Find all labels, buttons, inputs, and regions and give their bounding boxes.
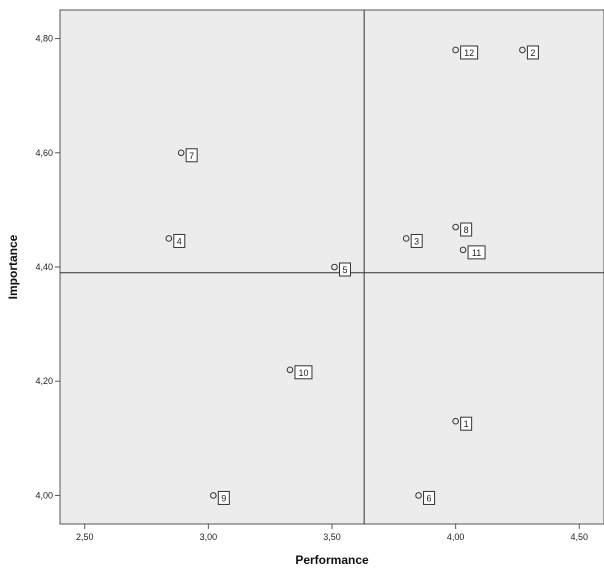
data-point-label: 6 bbox=[427, 493, 432, 503]
data-point-label: 9 bbox=[221, 493, 226, 503]
data-point-marker bbox=[210, 492, 217, 499]
x-tick-label: 4,00 bbox=[447, 532, 465, 542]
data-point-label-box bbox=[410, 233, 423, 248]
data-point-label-box bbox=[294, 365, 313, 380]
data-point-label: 10 bbox=[298, 368, 308, 378]
x-axis-title: Performance bbox=[295, 553, 369, 567]
data-point-marker bbox=[402, 235, 410, 242]
data-point-marker bbox=[452, 223, 459, 231]
data-point-label: 12 bbox=[464, 48, 474, 58]
data-point-label-box bbox=[338, 262, 351, 277]
data-point-marker bbox=[452, 46, 459, 54]
data-point-label: 3 bbox=[414, 236, 419, 246]
data-point-label-box bbox=[460, 416, 473, 431]
data-point-label: 4 bbox=[177, 236, 182, 246]
data-point-marker bbox=[331, 263, 338, 271]
y-tick-label: 4,80 bbox=[35, 34, 53, 44]
data-point-marker bbox=[459, 246, 467, 254]
data-point-marker bbox=[165, 235, 173, 242]
x-tick-label: 3,50 bbox=[323, 532, 341, 542]
y-axis-title: Importance bbox=[6, 234, 20, 299]
data-point-label-box bbox=[173, 233, 186, 248]
y-axis-ticks: 4,00 4,20 4,40 4,60 4,80 bbox=[35, 34, 60, 500]
y-tick-label: 4,40 bbox=[35, 262, 53, 272]
y-tick-label: 4,20 bbox=[35, 376, 53, 386]
x-axis-ticks: 2,50 3,00 3,50 4,00 4,50 bbox=[76, 524, 588, 542]
data-point-marker bbox=[452, 417, 459, 425]
data-point-label: 8 bbox=[464, 225, 469, 235]
data-points: 12 2 7 8 4 3 11 5 10 1 9 6 bbox=[165, 45, 539, 505]
x-tick-label: 2,50 bbox=[76, 532, 94, 542]
data-point-label-box bbox=[185, 148, 198, 163]
data-point-label-box bbox=[467, 245, 486, 260]
data-point-label-box bbox=[526, 45, 539, 60]
data-point-label-box bbox=[217, 490, 230, 505]
x-tick-label: 4,50 bbox=[571, 532, 589, 542]
data-point-label: 2 bbox=[530, 48, 535, 58]
data-point-marker bbox=[177, 149, 185, 157]
data-point-marker bbox=[415, 492, 422, 499]
data-point-marker bbox=[286, 366, 294, 374]
data-point-label-box bbox=[423, 490, 436, 505]
data-point-label: 11 bbox=[472, 248, 481, 258]
data-point-label: 7 bbox=[189, 151, 194, 161]
data-point-label-box bbox=[460, 45, 479, 60]
data-point-label: 1 bbox=[464, 419, 469, 429]
data-point-label: 5 bbox=[342, 265, 347, 275]
x-tick-label: 3,00 bbox=[200, 532, 218, 542]
data-point-label-box bbox=[460, 222, 473, 237]
data-point-marker bbox=[519, 46, 526, 54]
y-tick-label: 4,00 bbox=[35, 490, 53, 500]
y-tick-label: 4,60 bbox=[35, 148, 53, 158]
